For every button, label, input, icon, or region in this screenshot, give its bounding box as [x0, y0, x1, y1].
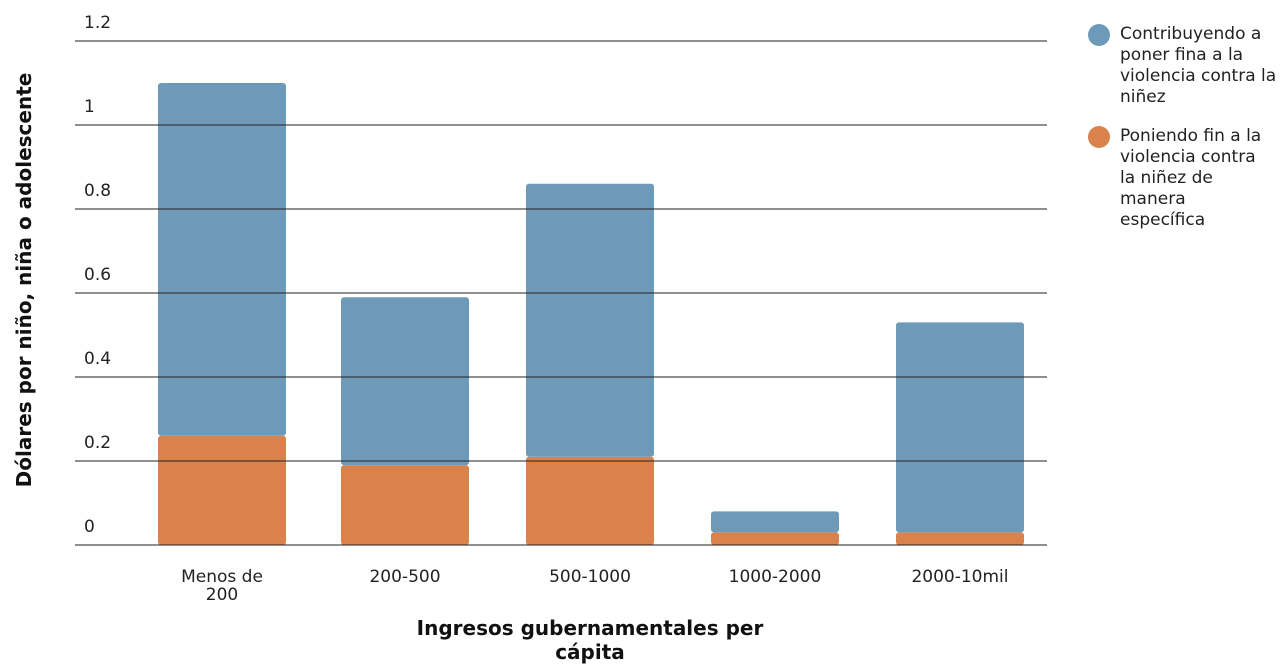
legend-item: Poniendo fin a la violencia contra la ni…: [1088, 126, 1270, 231]
bar-segment: [896, 532, 1024, 545]
legend-label: Contribuyendo a poner fina a la violenci…: [1120, 24, 1277, 107]
legend-swatch: [1088, 126, 1110, 148]
y-tick-label: 1.2: [84, 13, 111, 33]
y-axis-title: Dólares por niño, niña o adolescente: [12, 72, 36, 488]
legend-label: Poniendo fin a la violencia contra la ni…: [1120, 126, 1262, 230]
y-tick-label: 0: [84, 517, 95, 537]
bar-segment: [158, 83, 286, 436]
y-tick-label: 0.4: [84, 349, 111, 369]
y-tick-label: 0.8: [84, 181, 111, 201]
y-tick-label: 0.2: [84, 433, 111, 453]
chart: 0 0.2 0.4 0.6 0.8 1 1.2: [75, 13, 1047, 546]
legend-swatch: [1088, 24, 1110, 46]
bar-segment: [526, 456, 654, 545]
legend-item: Contribuyendo a poner fina a la violenci…: [1088, 24, 1280, 108]
x-tick-label: Menos de 200: [181, 567, 263, 605]
x-tick-label: 2000-10mil: [911, 567, 1009, 587]
x-tick-label: 1000-2000: [728, 567, 822, 587]
y-tick-label: 1: [84, 97, 95, 117]
page: {"chart_data": {"type": "bar", "stacked"…: [12, 13, 1278, 664]
bar-segment: [341, 465, 469, 545]
bar-segment: [526, 183, 654, 457]
legend: Contribuyendo a poner fina a la violenci…: [1088, 24, 1278, 249]
bar-segment: [711, 511, 839, 533]
bar-segment: [711, 532, 839, 545]
bar-segment: [896, 322, 1024, 533]
x-tick-label: 200-500: [369, 567, 441, 587]
y-tick-label: 0.6: [84, 265, 111, 285]
x-tick-label: 500-1000: [549, 567, 631, 587]
x-axis-title: Ingresos gubernamentales per cápita: [416, 616, 764, 664]
bar-segment: [158, 435, 286, 545]
bar-segment: [341, 297, 469, 466]
